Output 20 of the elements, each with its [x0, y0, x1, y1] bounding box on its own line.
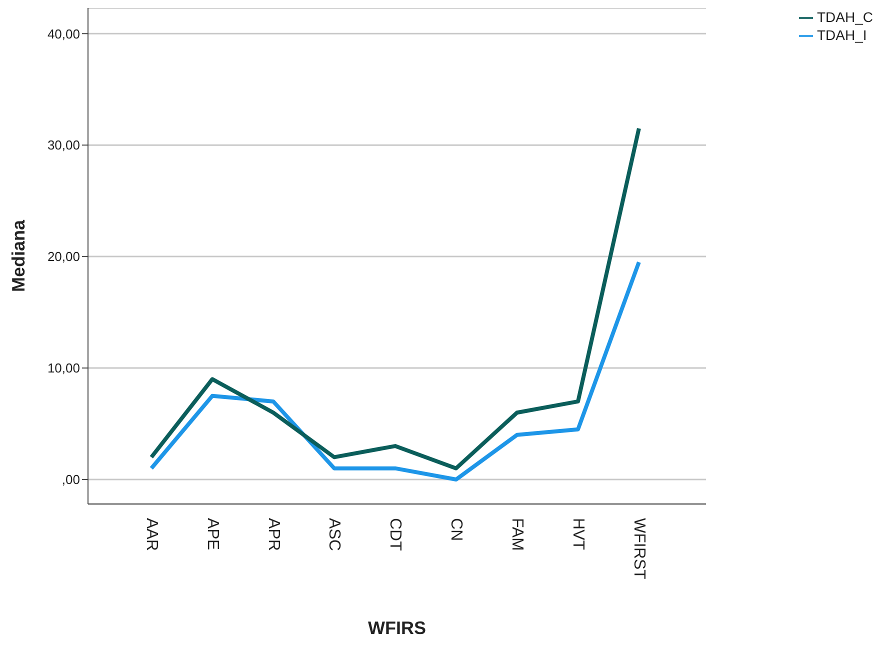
x-tick-label: CDT — [386, 518, 404, 552]
y-tick-label: 30,00 — [47, 138, 80, 153]
x-tick-label: ASC — [326, 518, 343, 551]
x-tick-label: HVT — [570, 518, 586, 550]
y-tick-label: ,00 — [62, 472, 80, 488]
legend-label: TDAH_C — [816, 9, 873, 25]
x-tick-label: AAR — [142, 518, 160, 551]
x-tick-label: CN — [448, 518, 465, 542]
line-series — [149, 126, 641, 470]
legend-label: TDAH_I — [816, 27, 867, 43]
y-tick-label: 10,00 — [47, 360, 80, 376]
x-tick-label: WFIRST — [630, 518, 648, 580]
x-tick-label: APE — [204, 518, 221, 550]
x-tick-label: FAM — [508, 518, 526, 551]
y-tick-label: 40,00 — [47, 26, 80, 42]
y-tick-label: 20,00 — [47, 249, 80, 264]
y-axis-title: Mediana — [8, 219, 28, 292]
x-tick-label: APR — [264, 518, 282, 551]
line-series — [149, 260, 641, 482]
x-axis-title: WFIRS — [368, 618, 426, 638]
